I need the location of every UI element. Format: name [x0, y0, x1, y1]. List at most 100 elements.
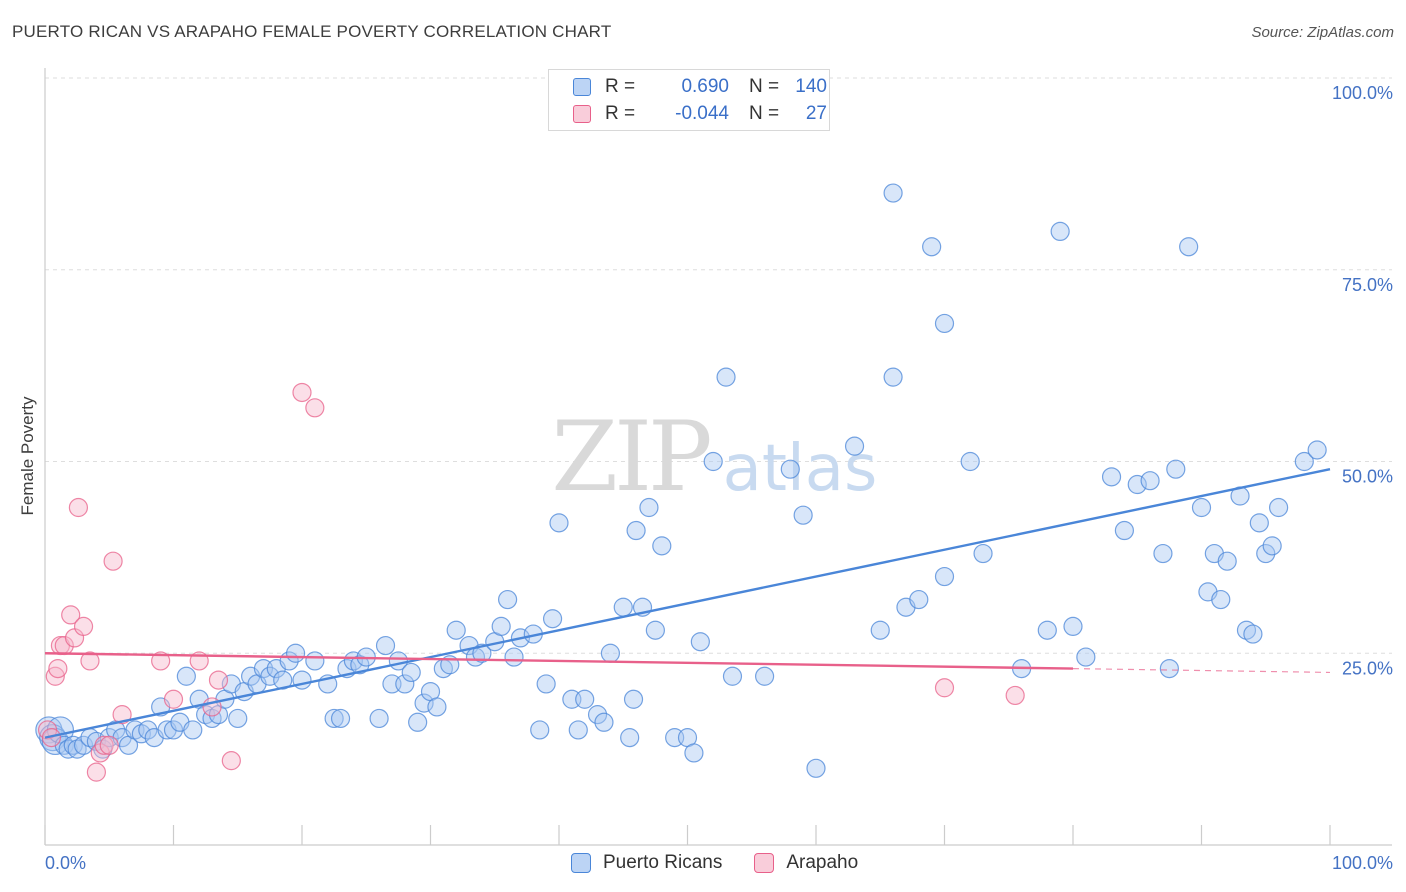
arapaho-point	[41, 728, 62, 748]
puerto-ricans-point	[536, 674, 556, 694]
puerto-ricans-point	[1268, 497, 1289, 518]
puerto-ricans-point	[138, 720, 158, 740]
puerto-ricans-point	[498, 589, 518, 610]
trend-lines	[44, 467, 1331, 739]
puerto-ricans-point	[613, 597, 633, 617]
legend-item-puerto-ricans[interactable]: Puerto Ricans	[571, 852, 722, 874]
puerto-ricans-point	[375, 635, 396, 656]
puerto-ricans-point	[350, 655, 370, 675]
series-legend: Puerto Ricans Arapaho	[571, 852, 890, 874]
puerto-ricans-point	[305, 651, 325, 671]
puerto-ricans-point	[1140, 471, 1160, 491]
puerto-ricans-point	[1114, 520, 1135, 541]
arapaho-point	[305, 398, 325, 418]
puerto-ricans-point	[626, 520, 646, 541]
correlation-legend: R = 0.690 N = 140 R = -0.044 N = 27	[548, 69, 830, 131]
legend-label-arapaho: Arapaho	[786, 852, 859, 873]
puerto-ricans-point	[73, 735, 94, 755]
puerto-ricans-point	[163, 720, 184, 740]
puerto-ricans-point	[542, 609, 563, 629]
puerto-ricans-point	[684, 743, 704, 763]
puerto-ricans-trend-line	[44, 467, 1331, 739]
puerto-ricans-point	[446, 620, 466, 640]
puerto-ricans-point	[1211, 589, 1231, 610]
x-tick-label: 0.0%	[45, 853, 86, 873]
puerto-ricans-point	[716, 367, 736, 387]
puerto-ricans-point	[1256, 543, 1276, 564]
legend-n-value: 27	[805, 103, 827, 124]
y-tick-labels: 100.0% 75.0% 50.0% 25.0%	[1332, 83, 1393, 678]
puerto-ricans-point	[883, 367, 903, 387]
legend-n-label: N =	[749, 103, 780, 124]
puerto-ricans-point	[1063, 616, 1083, 637]
legend-n-label: N =	[749, 76, 780, 97]
y-tick-label: 50.0%	[1342, 467, 1393, 487]
puerto-ricans-point	[690, 632, 710, 652]
watermark-atlas: atlas	[723, 432, 878, 506]
puerto-ricans-point	[472, 643, 492, 663]
legend-r-value: -0.044	[675, 103, 729, 124]
puerto-ricans-point	[1262, 536, 1282, 556]
puerto-ricans-point	[600, 643, 621, 663]
puerto-ricans-point	[754, 666, 775, 686]
puerto-ricans-point	[623, 689, 644, 709]
legend-swatch-pink	[573, 105, 591, 123]
puerto-ricans-point	[973, 543, 993, 564]
legend-r-value: 0.690	[681, 76, 729, 97]
puerto-ricans-point	[568, 720, 588, 740]
source-label: Source: ZipAtlas.com	[1251, 24, 1394, 41]
puerto-ricans-point	[63, 735, 83, 755]
legend-n-value: 140	[795, 76, 827, 97]
puerto-ricans-point	[844, 436, 865, 456]
arapaho-point	[99, 735, 119, 755]
arapaho-point	[86, 762, 107, 782]
puerto-ricans-point	[1127, 474, 1147, 495]
gridlines	[45, 77, 1392, 654]
puerto-ricans-point	[330, 708, 351, 729]
legend-swatch-pink	[754, 853, 775, 873]
arapaho-point	[1005, 685, 1025, 706]
puerto-ricans-point	[960, 451, 980, 472]
puerto-ricans-point	[414, 693, 434, 713]
puerto-ricans-point	[530, 720, 550, 740]
puerto-ricans-point	[1179, 237, 1199, 257]
puerto-ricans-point	[408, 712, 428, 732]
legend-swatch-blue	[573, 78, 591, 96]
arapaho-point	[934, 678, 955, 698]
y-tick-label: 25.0%	[1342, 658, 1393, 678]
puerto-ricans-point	[870, 620, 890, 640]
puerto-ricans-point	[909, 589, 929, 610]
x-tick-label: 100.0%	[1332, 853, 1393, 873]
puerto-ricans-point	[883, 183, 903, 203]
puerto-ricans-point	[934, 313, 955, 334]
arapaho-trend-extension	[1072, 667, 1331, 674]
puerto-ricans-point	[1191, 497, 1212, 518]
legend-r-label: R =	[605, 103, 636, 124]
puerto-ricans-point	[620, 728, 640, 748]
puerto-ricans-point	[594, 712, 614, 732]
puerto-ricans-point	[401, 662, 421, 683]
legend-r-label: R =	[605, 76, 636, 97]
arapaho-point	[45, 666, 65, 686]
puerto-ricans-point	[722, 666, 743, 686]
puerto-ricans-point	[176, 666, 196, 686]
puerto-ricans-point	[1076, 647, 1096, 667]
legend-swatch-blue	[571, 853, 591, 873]
puerto-ricans-point	[183, 720, 203, 740]
legend-item-arapaho[interactable]: Arapaho	[754, 852, 858, 874]
y-tick-label: 100.0%	[1332, 83, 1393, 103]
watermark: ZIP atlas	[551, 401, 877, 513]
y-tick-label: 75.0%	[1342, 275, 1393, 295]
puerto-ricans-point	[575, 689, 595, 709]
puerto-ricans-point	[922, 237, 942, 257]
puerto-ricans-point	[1217, 551, 1237, 571]
arapaho-point	[112, 705, 132, 725]
puerto-ricans-point	[652, 536, 672, 556]
arapaho-point	[208, 670, 229, 690]
arapaho-point	[48, 658, 68, 679]
puerto-ricans-point	[324, 708, 344, 729]
puerto-ricans-point	[934, 566, 955, 587]
puerto-ricans-point	[780, 459, 800, 479]
arapaho-point	[221, 751, 241, 771]
puerto-ricans-point	[1294, 451, 1314, 472]
